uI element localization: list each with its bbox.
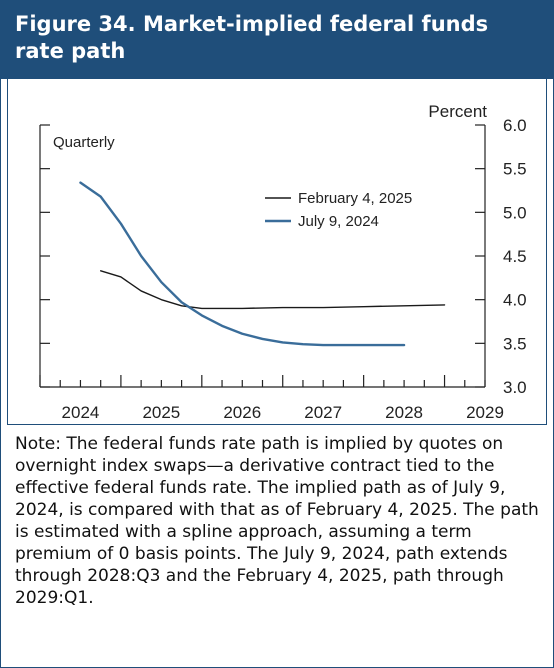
y-tick-label: 5.0 xyxy=(503,203,527,222)
x-tick-label: 2027 xyxy=(304,403,342,422)
line-chart: 3.0 3.5 4.0 4.5 5.0 5.5 6.0 Percent Quarterly 202… xyxy=(39,102,527,422)
y-axis-label: Percent xyxy=(428,102,487,121)
chart-area xyxy=(7,79,547,425)
series-line-july-9-2024 xyxy=(79,181,406,347)
y-tick-label: 6.0 xyxy=(503,116,527,135)
y-tick-label: 3.0 xyxy=(503,378,527,397)
frequency-label: Quarterly xyxy=(53,134,115,151)
x-tick-label: 2025 xyxy=(142,403,180,422)
x-tick-label: 2026 xyxy=(223,403,261,422)
figure-title: Figure 34. Market-implied federal funds … xyxy=(1,1,553,79)
y-tick-label: 4.5 xyxy=(503,247,527,266)
y-tick-label: 3.5 xyxy=(503,334,527,353)
y-tick-label: 4.0 xyxy=(503,291,527,310)
x-tick-label: 2028 xyxy=(385,403,423,422)
y-tick-label: 5.5 xyxy=(503,160,527,179)
figure-note: Note: The federal funds rate path is imp… xyxy=(15,434,539,608)
legend-label: July 9, 2024 xyxy=(298,213,379,230)
x-tick-label: 2024 xyxy=(62,403,100,422)
x-tick-label: 2029 xyxy=(466,403,504,422)
legend-label: February 4, 2025 xyxy=(298,190,412,207)
series-line-february-4-2025 xyxy=(99,270,446,310)
